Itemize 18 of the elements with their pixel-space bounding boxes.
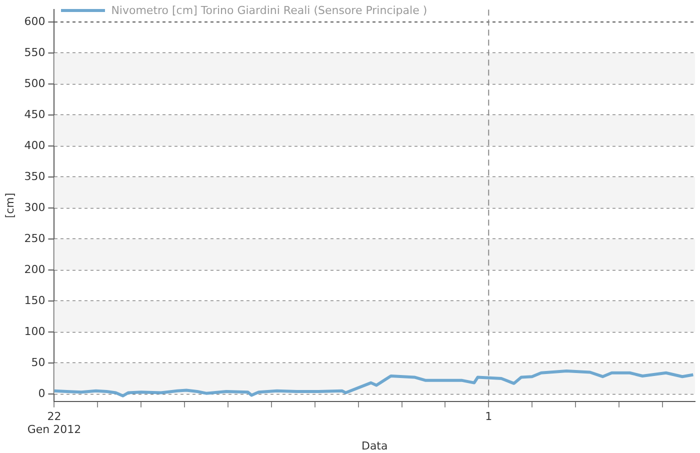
- y-tick-label: 500: [24, 76, 46, 90]
- legend-label: Nivometro [cm] Torino Giardini Reali (Sensore Principale ): [111, 4, 428, 17]
- y-tick-label: 300: [24, 200, 46, 214]
- y-tick-label: 200: [24, 262, 46, 276]
- y-tick-label: 100: [24, 324, 46, 338]
- y-tick-label: 0: [38, 386, 46, 400]
- x-tick-label: 22 Gen 2012: [27, 410, 82, 436]
- y-tick-label: 350: [24, 170, 46, 183]
- x-axis-title: Data: [361, 439, 388, 452]
- y-tick-label: 150: [24, 294, 46, 307]
- x-tick-label: 1: [485, 410, 492, 423]
- y-tick-label: 250: [24, 232, 46, 245]
- y-tick-label: 450: [24, 108, 46, 121]
- y-tick-label: 600: [24, 14, 46, 28]
- y-tick-label: 550: [24, 46, 46, 59]
- y-tick-label: 400: [24, 138, 46, 152]
- y-tick-label: 50: [31, 356, 46, 369]
- y-axis-title: [cm]: [3, 192, 16, 218]
